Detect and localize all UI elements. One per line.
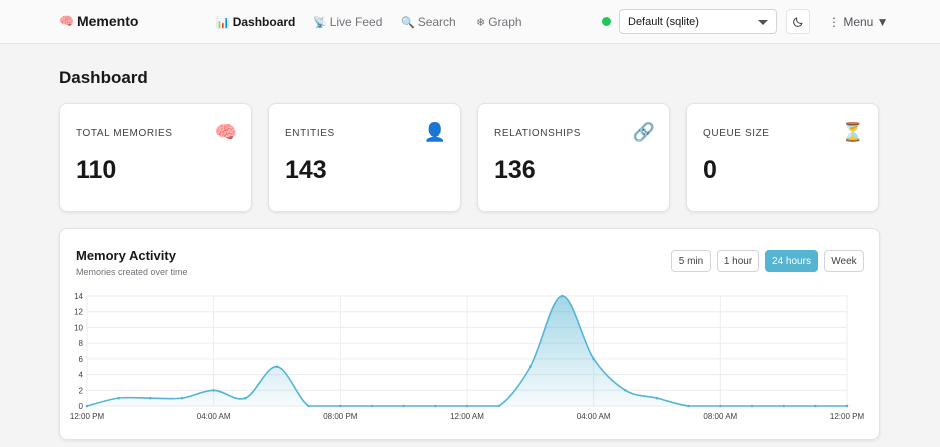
data-point: [180, 396, 184, 400]
data-point: [845, 404, 849, 408]
data-point: [339, 404, 342, 408]
data-point: [560, 294, 564, 298]
satellite-icon: 📡: [313, 16, 327, 29]
y-tick-label: 2: [79, 386, 84, 395]
x-tick-label: 12:00 PM: [70, 412, 105, 421]
data-point: [624, 388, 627, 392]
link-icon: 🔗: [632, 122, 655, 142]
nav-graph[interactable]: ❄ Graph: [476, 15, 522, 29]
stat-card-relationships: RELATIONSHIPS 🔗 136: [477, 103, 670, 212]
data-point: [402, 404, 405, 408]
user-icon: 👤: [423, 122, 446, 142]
y-tick-label: 8: [79, 339, 84, 348]
data-point: [655, 396, 659, 400]
range-week-button[interactable]: Week: [824, 250, 864, 272]
menu-button[interactable]: ⋮ Menu ▼: [828, 15, 889, 29]
brand-logo[interactable]: 🧠 Memento: [59, 13, 138, 29]
data-point: [687, 404, 690, 408]
hourglass-icon: ⏳: [841, 122, 864, 142]
nav-graph-label: Graph: [488, 15, 522, 29]
y-tick-label: 12: [74, 308, 83, 317]
memory-activity-card: Memory Activity Memories created over ti…: [59, 228, 880, 440]
stat-value: 110: [76, 156, 117, 184]
y-tick-label: 10: [74, 323, 83, 332]
stat-value: 0: [703, 156, 717, 184]
search-icon: 🔍: [401, 16, 415, 29]
nav-dashboard-label: Dashboard: [232, 15, 296, 29]
x-tick-label: 04:00 AM: [197, 412, 231, 421]
graph-icon: ❄: [476, 16, 486, 29]
chevron-down-icon: [758, 20, 768, 25]
chart-title: Memory Activity: [76, 248, 176, 263]
memory-activity-chart: 0 2 4 6 8 10 12 14 12:00 PM 04:00 AM 08:00 PM 12:00…: [70, 292, 865, 421]
connection-status-indicator: [602, 17, 611, 26]
moon-icon: [793, 17, 803, 27]
stat-label: RELATIONSHIPS: [494, 128, 582, 139]
range-5min-button[interactable]: 5 min: [671, 250, 711, 272]
stat-value: 143: [285, 156, 327, 184]
stat-label: ENTITIES: [285, 128, 335, 139]
data-point: [85, 404, 89, 408]
x-tick-label: 04:00 AM: [577, 412, 611, 421]
y-tick-label: 4: [79, 371, 84, 380]
brand-name: Memento: [76, 13, 139, 29]
x-tick-label: 08:00 PM: [323, 412, 358, 421]
database-select-value: Default (sqlite): [628, 16, 699, 28]
x-tick-label: 08:00 AM: [703, 412, 737, 421]
page-title: Dashboard: [59, 68, 148, 87]
data-point: [370, 404, 374, 408]
x-tick-label: 12:00 AM: [450, 412, 484, 421]
stat-label: QUEUE SIZE: [703, 128, 770, 139]
data-point: [750, 404, 754, 408]
range-24hours-button[interactable]: 24 hours: [765, 250, 818, 272]
brain-icon: 🧠: [214, 122, 237, 142]
stat-label: TOTAL MEMORIES: [76, 128, 173, 139]
data-point: [212, 388, 215, 392]
data-point: [465, 404, 469, 408]
nav-live-feed-label: Live Feed: [329, 15, 383, 29]
data-point: [434, 404, 437, 408]
stat-value: 136: [494, 156, 536, 184]
y-tick-label: 6: [79, 355, 84, 364]
data-point: [244, 396, 247, 400]
range-1hour-button[interactable]: 1 hour: [717, 250, 759, 272]
bar-chart-icon: 📊: [216, 16, 230, 29]
nav-live-feed[interactable]: 📡 Live Feed: [313, 15, 382, 29]
database-select[interactable]: Default (sqlite): [619, 9, 777, 34]
stat-card-entities: ENTITIES 👤 143: [268, 103, 461, 212]
data-point: [529, 365, 532, 369]
y-tick-label: 14: [74, 292, 83, 301]
x-tick-label: 12:00 PM: [830, 412, 865, 421]
nav-search-label: Search: [417, 15, 456, 29]
theme-toggle-button[interactable]: [786, 9, 810, 34]
data-point: [782, 404, 785, 408]
nav-search[interactable]: 🔍 Search: [401, 15, 456, 29]
data-point: [719, 404, 722, 408]
data-point: [275, 365, 279, 369]
data-point: [814, 404, 817, 408]
brain-icon: 🧠: [59, 14, 74, 28]
series-area-fill: [87, 295, 847, 406]
chart-subtitle: Memories created over time: [76, 267, 188, 277]
data-point: [149, 396, 152, 400]
data-point: [117, 396, 120, 400]
stat-card-queue-size: QUEUE SIZE ⏳ 0: [686, 103, 879, 212]
top-navigation-bar: 🧠 Memento 📊 Dashboard 📡 Live Feed 🔍 Sear…: [0, 0, 940, 44]
data-point: [592, 357, 595, 361]
y-tick-label: 0: [79, 402, 84, 411]
stat-card-total-memories: TOTAL MEMORIES 🧠 110: [59, 103, 252, 212]
nav-dashboard[interactable]: 📊 Dashboard: [216, 15, 295, 29]
data-point: [307, 404, 310, 408]
data-point: [497, 404, 500, 408]
